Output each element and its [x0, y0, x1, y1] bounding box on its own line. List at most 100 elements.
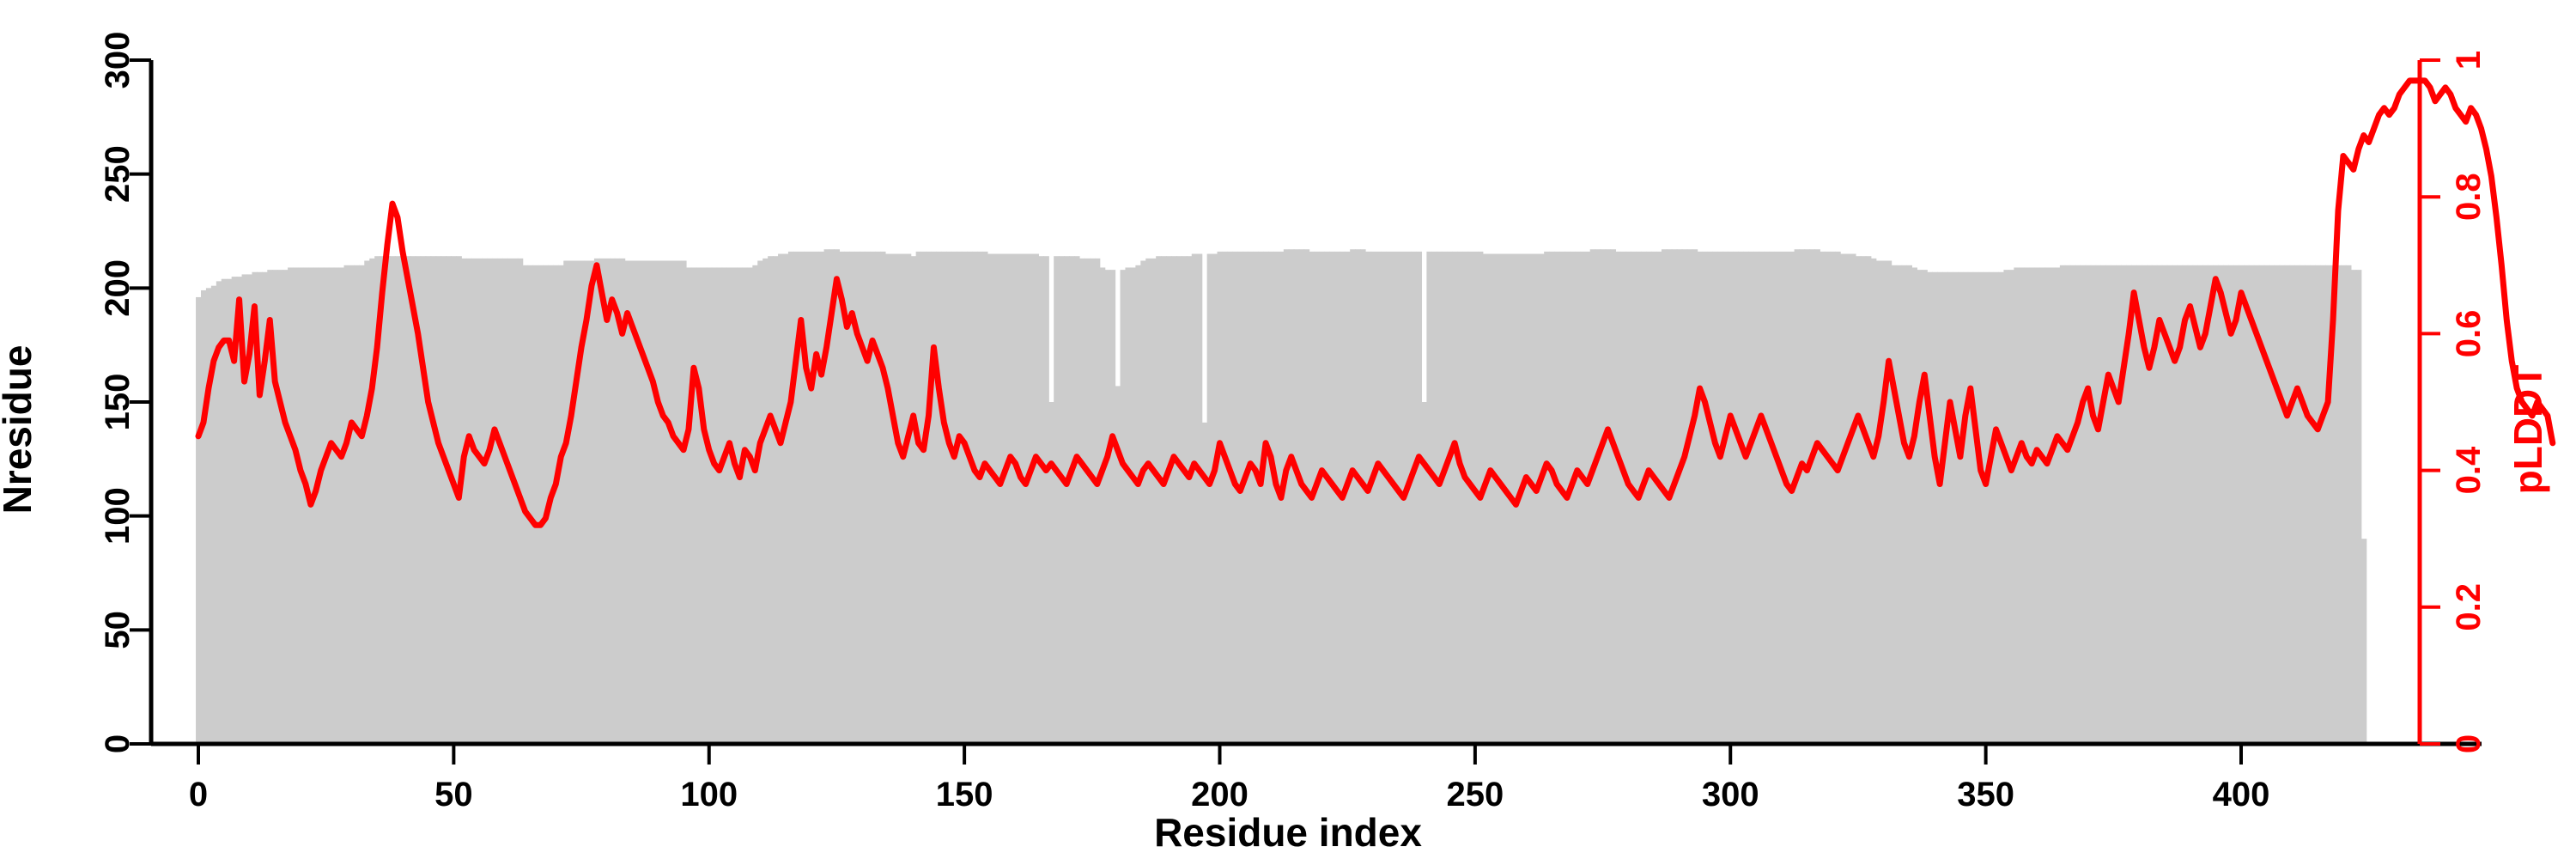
bar: [1825, 251, 1831, 744]
bar: [849, 251, 855, 744]
bar: [1467, 251, 1473, 744]
bar: [1932, 271, 1938, 744]
bar: [1809, 249, 1815, 745]
bar: [1631, 251, 1637, 744]
bar: [1880, 260, 1887, 744]
bar: [1962, 271, 1969, 744]
bar: [1109, 270, 1116, 744]
bar: [742, 267, 748, 744]
bar: [1492, 253, 1499, 744]
bar: [895, 253, 902, 744]
bar: [1380, 251, 1387, 744]
bar: [798, 251, 805, 744]
bar: [701, 267, 708, 744]
bar: [1886, 260, 1893, 744]
bar: [1952, 271, 1959, 744]
bar: [2258, 265, 2265, 744]
bar: [1222, 251, 1229, 744]
bar: [614, 258, 621, 745]
bar: [951, 251, 957, 744]
bar: [1870, 258, 1877, 745]
bar: [787, 251, 794, 744]
bar: [834, 249, 841, 745]
bar: [1875, 260, 1882, 744]
bar: [1298, 249, 1305, 745]
bar: [241, 274, 248, 744]
bar: [399, 256, 406, 744]
bar: [1227, 251, 1233, 744]
bar: [385, 256, 391, 744]
bar: [1569, 251, 1576, 744]
bar: [302, 267, 309, 744]
bar: [1365, 251, 1371, 744]
bar: [773, 256, 779, 744]
bar: [1431, 251, 1437, 744]
bar: [2202, 265, 2208, 744]
bar: [430, 256, 437, 744]
bottom-axis-tick-label: 400: [2213, 776, 2270, 813]
bar: [1395, 251, 1402, 744]
right-axis-tick-label: 1: [2450, 51, 2488, 70]
bar: [277, 270, 283, 744]
bar: [793, 251, 799, 744]
bar: [946, 251, 952, 744]
bar: [1917, 270, 1923, 744]
bar: [390, 256, 396, 744]
bar: [839, 251, 845, 744]
bar: [1166, 256, 1172, 744]
bar: [1411, 251, 1418, 744]
bar: [2029, 267, 2035, 744]
bar: [2213, 265, 2219, 744]
bar: [584, 260, 590, 744]
bar: [1048, 402, 1054, 744]
bar: [1625, 251, 1631, 744]
bar: [558, 265, 564, 744]
bar: [1472, 251, 1479, 744]
bar: [629, 260, 636, 744]
bar: [318, 267, 325, 744]
bar: [665, 260, 671, 744]
bar: [1993, 271, 2000, 744]
right-axis-tick-label: 0.2: [2450, 583, 2488, 631]
bar: [579, 260, 585, 744]
bar: [604, 258, 611, 745]
bar: [2156, 265, 2163, 744]
bar: [1176, 256, 1182, 744]
bar: [1002, 253, 1009, 744]
bar: [1574, 251, 1581, 744]
bar: [915, 251, 922, 744]
line-series-plddt: [195, 77, 2556, 528]
bar: [1043, 256, 1049, 744]
bar: [1733, 251, 1739, 744]
bar: [1620, 251, 1626, 744]
bar: [671, 260, 677, 744]
bar: [2208, 265, 2214, 744]
bar: [1457, 251, 1463, 744]
bar: [2355, 270, 2362, 744]
bar: [609, 258, 616, 745]
bar: [1268, 251, 1274, 744]
bar: [1799, 249, 1806, 745]
bar: [2069, 265, 2076, 744]
right-axis-tick-label: 0.8: [2450, 173, 2488, 221]
bar: [1033, 253, 1039, 744]
bar: [752, 265, 758, 744]
bar: [962, 251, 968, 744]
bar: [1528, 253, 1534, 744]
bar: [283, 270, 289, 744]
bar: [333, 267, 340, 744]
bar: [1503, 253, 1510, 744]
bar: [1135, 265, 1141, 744]
bar: [1069, 256, 1075, 744]
bar: [2151, 265, 2158, 744]
bar: [2049, 267, 2056, 744]
bar: [1263, 251, 1269, 744]
bar: [349, 265, 355, 744]
bar: [501, 258, 508, 745]
bar: [1686, 249, 1693, 745]
bar: [272, 270, 278, 744]
bar: [879, 251, 886, 744]
bar: [972, 251, 978, 744]
bar: [323, 267, 330, 744]
bar: [2315, 265, 2321, 744]
